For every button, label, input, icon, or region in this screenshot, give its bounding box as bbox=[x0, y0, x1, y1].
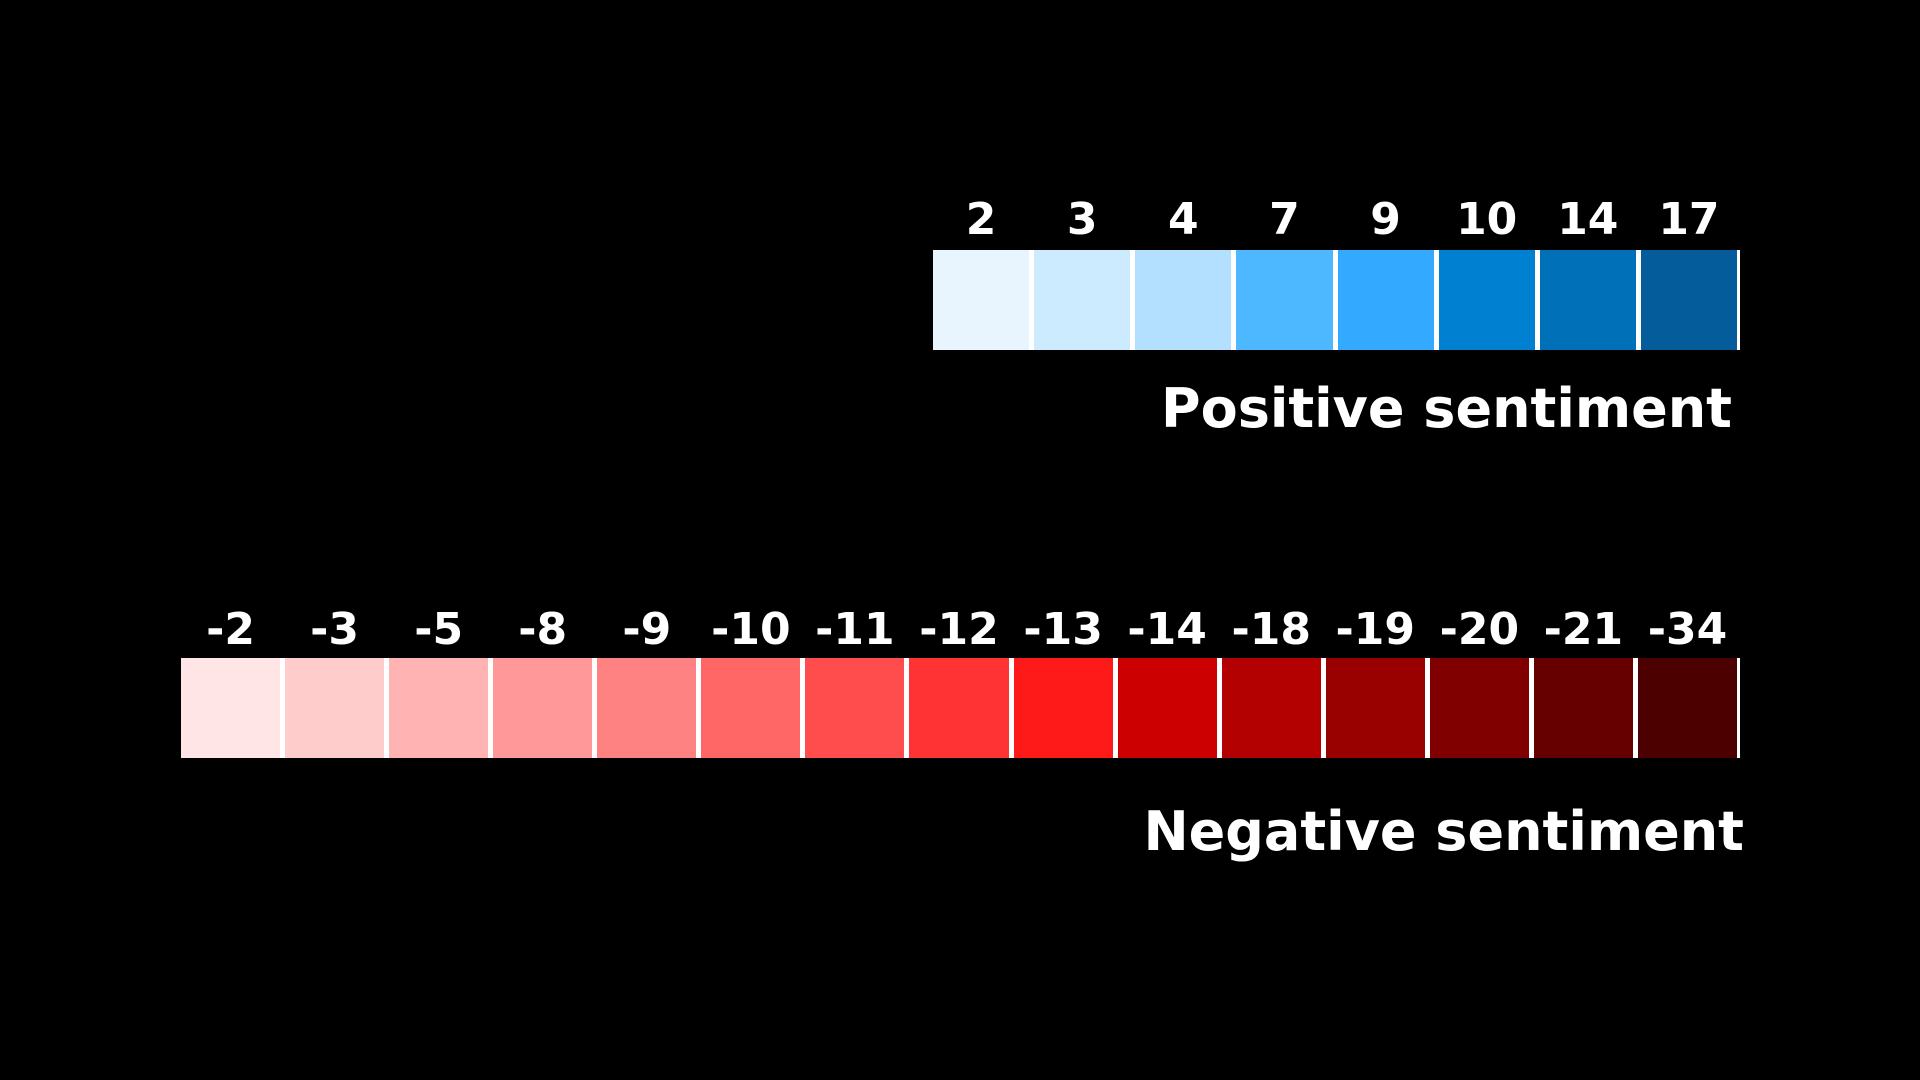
negative-tick-label-9: -13 bbox=[1023, 604, 1103, 655]
negative-swatch-1 bbox=[181, 658, 281, 758]
positive-tick-label-7: 14 bbox=[1557, 194, 1619, 245]
positive-swatch-6 bbox=[1438, 250, 1535, 350]
positive-swatch-8 bbox=[1640, 250, 1737, 350]
negative-tick-label-10: -14 bbox=[1127, 604, 1207, 655]
positive-tick-label-3: 4 bbox=[1168, 194, 1199, 245]
negative-tick-label-2: -3 bbox=[310, 604, 360, 655]
negative-tick-label-14: -21 bbox=[1543, 604, 1624, 655]
negative-swatch-14 bbox=[1533, 658, 1633, 758]
negative-sentiment-legend: -2 -3 -5 -8 -9 -10 -11 -12 -13 -14 -18 -19 -20 -21 -34… bbox=[181, 600, 1744, 880]
positive-swatch-7 bbox=[1539, 250, 1636, 350]
negative-tick-label-5: -9 bbox=[622, 604, 672, 655]
negative-swatch-3 bbox=[389, 658, 489, 758]
positive-tick-label-2: 3 bbox=[1066, 194, 1098, 245]
positive-sentiment-legend: 2 3 4 7 9 10 14 17 Positive sentiment bbox=[933, 190, 1740, 460]
negative-swatch-9 bbox=[1013, 658, 1113, 758]
negative-swatch-10 bbox=[1117, 658, 1217, 758]
positive-tick-label-6: 10 bbox=[1456, 194, 1518, 245]
negative-swatch-15 bbox=[1637, 658, 1737, 758]
negative-swatch-6 bbox=[701, 658, 801, 758]
positive-color-bar bbox=[933, 250, 1740, 350]
negative-swatch-12 bbox=[1325, 658, 1425, 758]
positive-swatch-3 bbox=[1135, 250, 1232, 350]
negative-sentiment-caption: Negative sentiment bbox=[1143, 800, 1744, 863]
negative-tick-label-12: -19 bbox=[1335, 604, 1416, 655]
negative-swatch-5 bbox=[597, 658, 697, 758]
positive-swatch-4 bbox=[1236, 250, 1333, 350]
negative-swatch-8 bbox=[909, 658, 1009, 758]
positive-tick-label-1: 2 bbox=[965, 194, 997, 245]
negative-swatch-13 bbox=[1429, 658, 1529, 758]
positive-swatch-1 bbox=[933, 250, 1030, 350]
negative-tick-label-8: -12 bbox=[919, 604, 999, 655]
positive-tick-label-5: 9 bbox=[1370, 194, 1401, 245]
positive-tick-labels: 2 3 4 7 9 10 14 17 bbox=[933, 190, 1740, 250]
negative-tick-label-4: -8 bbox=[518, 604, 568, 655]
negative-color-bar bbox=[181, 658, 1740, 758]
negative-swatch-4 bbox=[493, 658, 593, 758]
negative-tick-labels: -2 -3 -5 -8 -9 -10 -11 -12 -13 -14 -18 -19 -20 -21 -34 bbox=[181, 600, 1740, 660]
positive-sentiment-caption: Positive sentiment bbox=[1161, 377, 1732, 440]
negative-tick-label-11: -18 bbox=[1231, 604, 1311, 655]
positive-swatch-5 bbox=[1337, 250, 1434, 350]
positive-swatch-2 bbox=[1034, 250, 1131, 350]
negative-tick-label-13: -20 bbox=[1439, 604, 1520, 655]
positive-tick-label-4: 7 bbox=[1269, 194, 1300, 245]
negative-swatch-7 bbox=[805, 658, 905, 758]
negative-tick-label-7: -11 bbox=[815, 604, 895, 655]
positive-tick-label-8: 17 bbox=[1658, 194, 1720, 245]
negative-tick-label-15: -34 bbox=[1647, 604, 1728, 655]
negative-tick-label-1: -2 bbox=[206, 604, 255, 655]
negative-swatch-2 bbox=[285, 658, 385, 758]
negative-swatch-11 bbox=[1221, 658, 1321, 758]
negative-tick-label-3: -5 bbox=[414, 604, 464, 655]
negative-tick-label-6: -10 bbox=[711, 604, 791, 655]
